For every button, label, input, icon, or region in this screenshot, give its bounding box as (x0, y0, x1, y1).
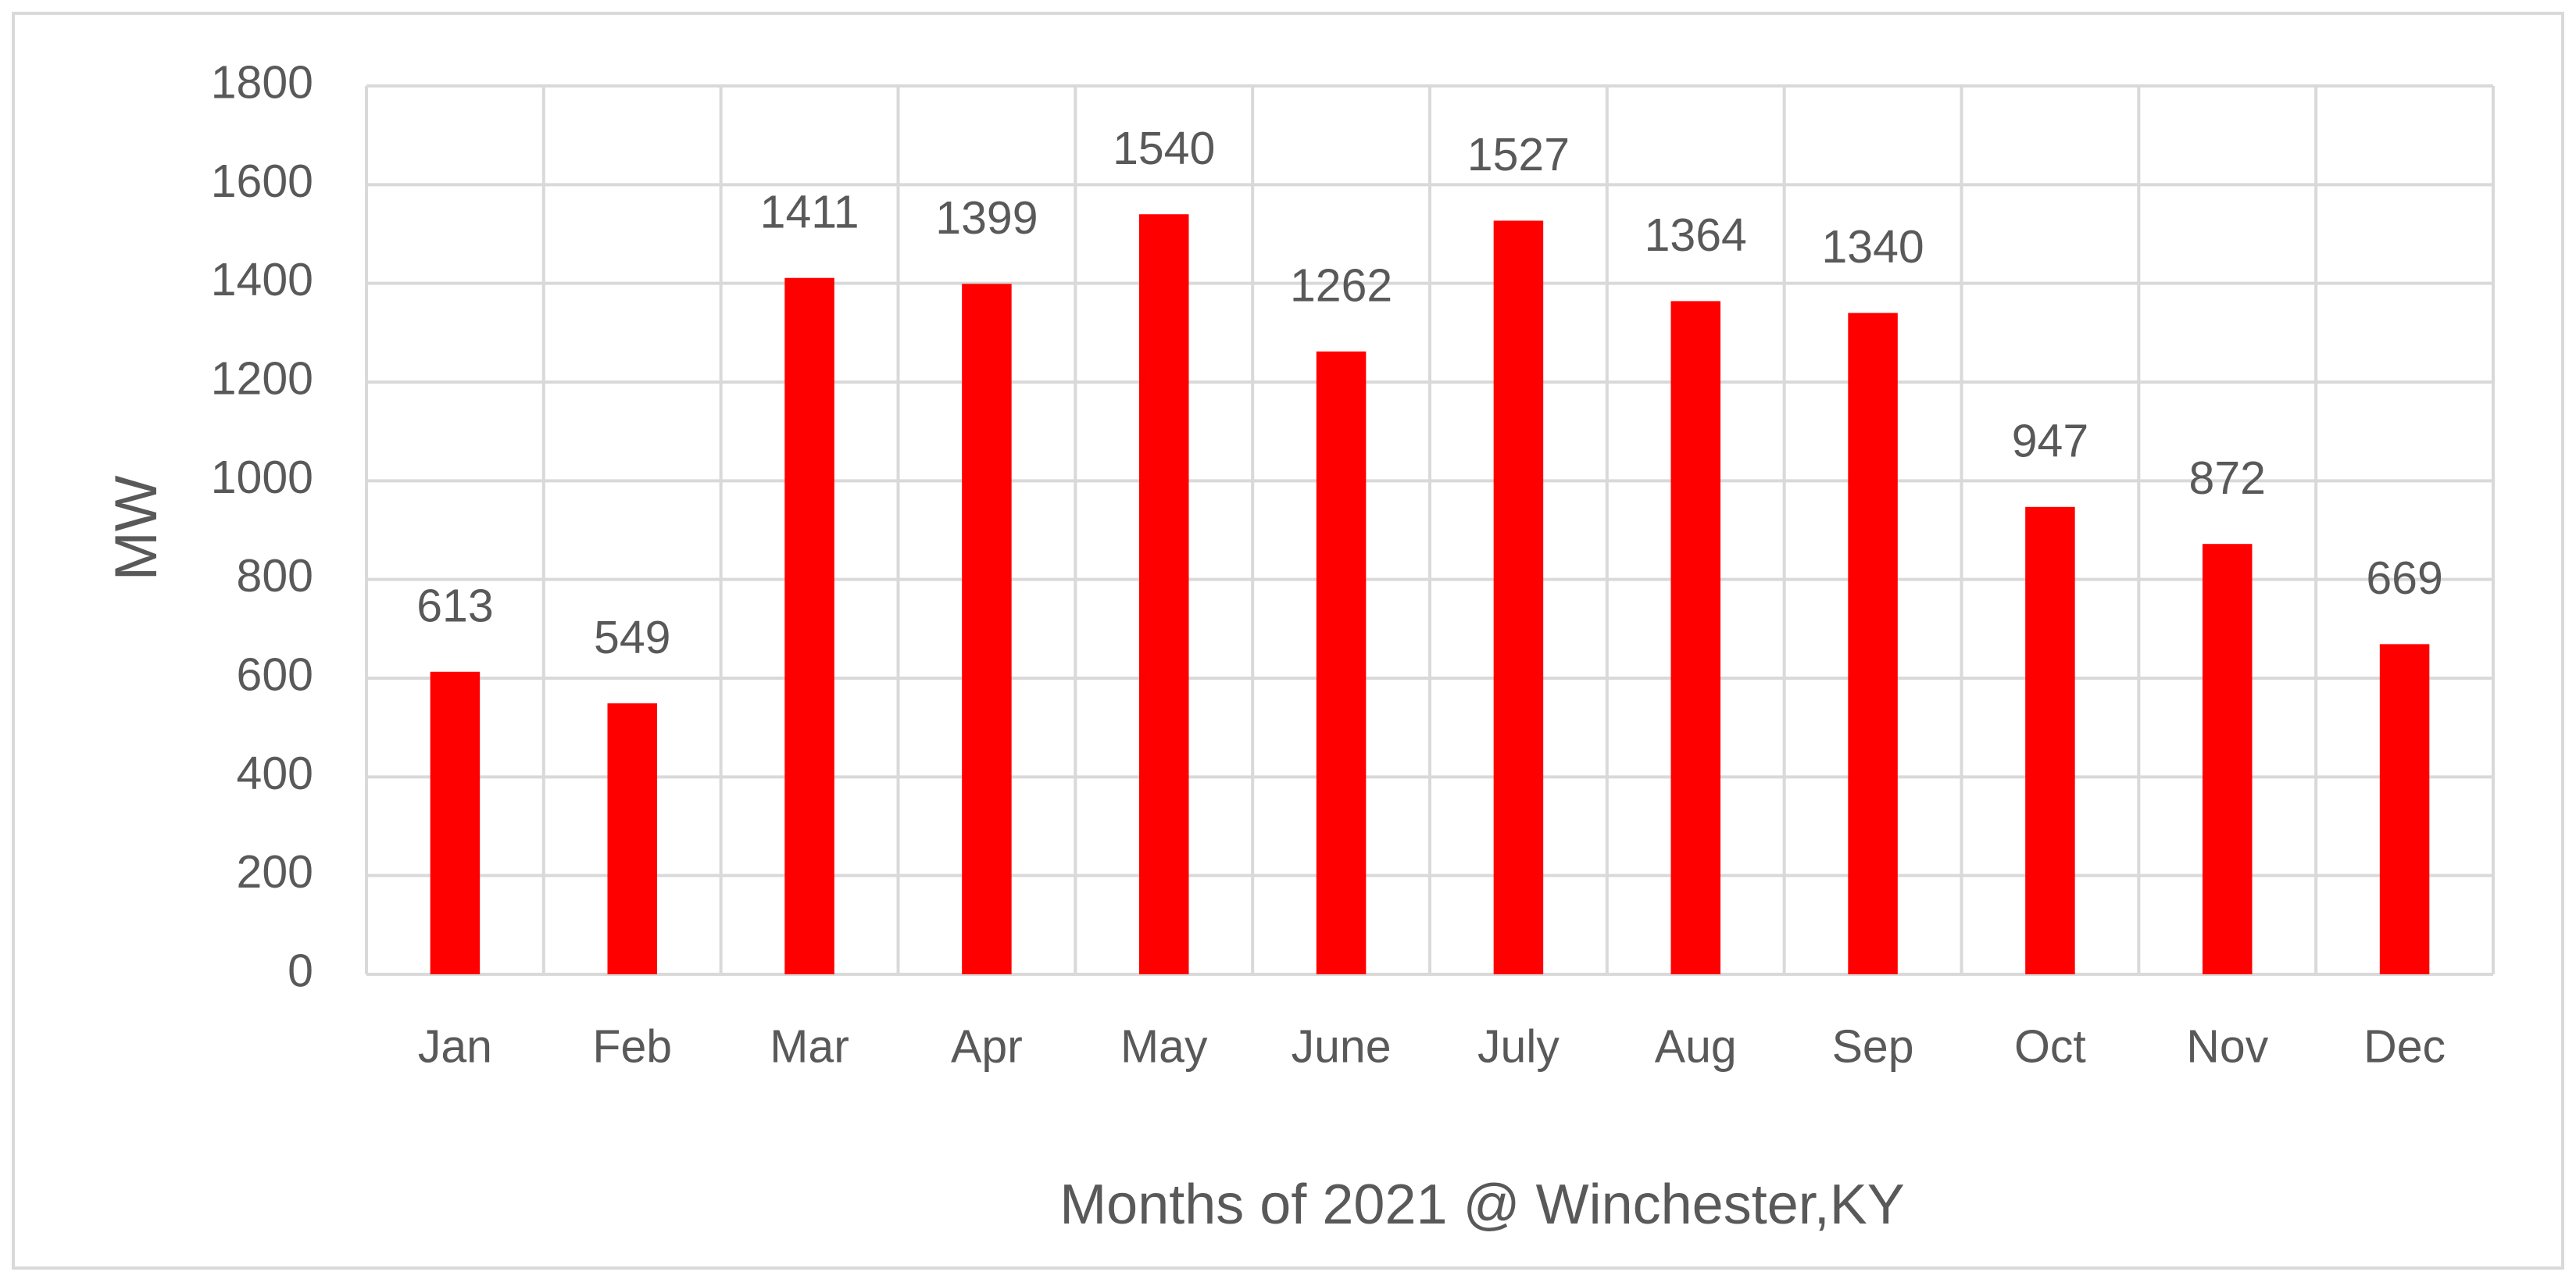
chart-border (12, 12, 2564, 1270)
data-label: 872 (2189, 452, 2266, 504)
x-tick-label: Sep (1832, 1021, 1914, 1073)
bar (1138, 214, 1189, 974)
data-label: 1540 (1113, 123, 1215, 174)
y-tick-label: 1000 (211, 452, 313, 503)
bar (2379, 644, 2430, 974)
bar (1316, 351, 1367, 974)
data-label: 1527 (1467, 129, 1570, 180)
bar (2025, 506, 2075, 974)
bar (784, 277, 834, 974)
data-label: 1411 (760, 186, 859, 238)
data-label: 1262 (1290, 259, 1392, 311)
y-tick-label: 1400 (211, 254, 313, 305)
x-axis-title: Months of 2021 @ Winchester,KY (1059, 1174, 1905, 1236)
y-tick-label: 800 (237, 550, 313, 602)
x-tick-label: Nov (2186, 1021, 2268, 1073)
data-label: 1399 (935, 192, 1038, 244)
bar (962, 284, 1012, 974)
bar (1848, 313, 1898, 975)
bar (2202, 544, 2253, 974)
x-tick-label: Mar (770, 1021, 849, 1073)
y-axis-title: MW (103, 475, 170, 581)
x-tick-label: Dec (2363, 1021, 2446, 1073)
x-tick-label: Aug (1655, 1021, 1737, 1073)
x-tick-label: July (1477, 1021, 1560, 1073)
y-tick-label: 200 (237, 846, 313, 898)
y-tick-label: 0 (288, 945, 313, 997)
bar (607, 703, 658, 974)
x-tick-label: Feb (592, 1021, 672, 1073)
data-label: 613 (416, 580, 493, 631)
y-tick-label: 1800 (211, 57, 313, 109)
x-tick-label: May (1120, 1021, 1208, 1073)
x-tick-label: Apr (951, 1021, 1023, 1073)
bar (430, 671, 481, 974)
data-label: 947 (2012, 415, 2088, 466)
bar (1670, 301, 1721, 974)
x-tick-label: Oct (2014, 1021, 2086, 1073)
y-tick-label: 1200 (211, 353, 313, 405)
bar (1493, 220, 1544, 974)
data-label: 1340 (1821, 221, 1924, 273)
x-tick-label: Jan (418, 1021, 492, 1073)
data-label: 1364 (1645, 209, 1747, 261)
y-tick-label: 400 (237, 748, 313, 799)
x-tick-label: June (1292, 1021, 1392, 1073)
data-label: 549 (594, 612, 670, 663)
data-label: 669 (2366, 552, 2442, 604)
y-tick-label: 600 (237, 649, 313, 701)
y-tick-label: 1600 (211, 155, 313, 207)
